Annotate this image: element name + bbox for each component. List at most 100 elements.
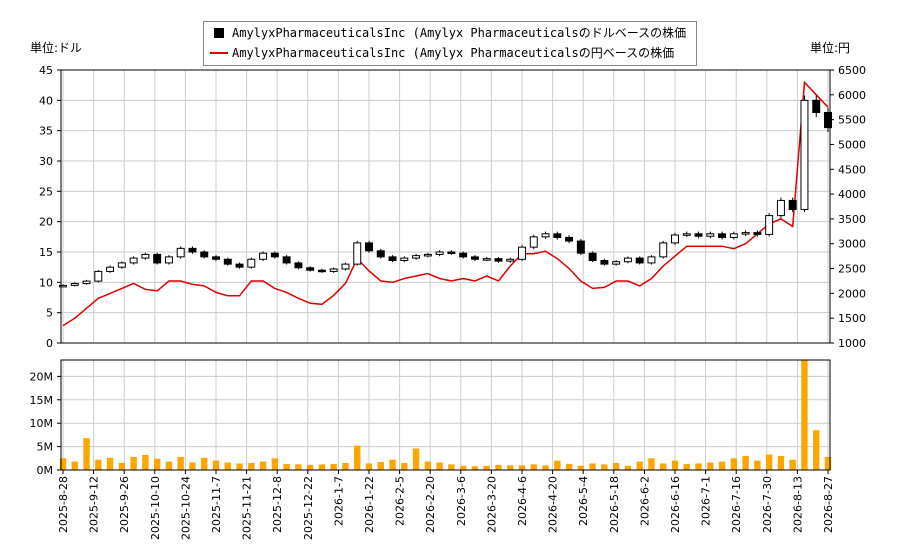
plot-frames xyxy=(57,69,834,474)
usd-candle-body xyxy=(482,258,491,261)
left-tick-label: 35 xyxy=(39,125,53,138)
usd-candle-body xyxy=(223,258,232,265)
volume-bar xyxy=(624,465,632,470)
usd-candle-body xyxy=(741,232,750,235)
right-tick-label: 5000 xyxy=(838,138,866,151)
volume-bar xyxy=(612,462,620,470)
right-tick-label: 6500 xyxy=(838,64,866,77)
usd-candle-body xyxy=(694,233,703,237)
x-tick-label: 2026-3-6 xyxy=(455,476,468,526)
legend-entry-usd: AmylyxPharmaceuticalsInc (Amylyx Pharmac… xyxy=(210,23,686,43)
volume-bar xyxy=(777,455,785,470)
right-tick-label: 2000 xyxy=(838,287,866,300)
usd-candle-body xyxy=(294,262,303,269)
legend: AmylyxPharmaceuticalsInc (Amylyx Pharmac… xyxy=(203,21,697,66)
usd-candle-body xyxy=(659,242,668,258)
usd-candle-body xyxy=(647,256,656,264)
jpy-price-line xyxy=(62,80,829,327)
usd-candle-body xyxy=(423,253,432,257)
usd-candle-body xyxy=(70,283,79,286)
volume-bar xyxy=(742,455,749,470)
volume-bar xyxy=(365,463,373,470)
left-tick-label: 30 xyxy=(39,155,53,168)
usd-candle-body xyxy=(94,270,103,282)
axis-labels: 2025-8-28 2025-9-12 2025-9-26 2025-10-10 202… xyxy=(30,64,867,540)
volume-tick-label: 20M xyxy=(30,370,54,383)
usd-candle-body xyxy=(553,233,562,238)
x-tick-label: 2026-2-5 xyxy=(394,476,407,526)
usd-candle-body xyxy=(753,232,762,235)
x-tick-label: 2026-7-1 xyxy=(700,476,713,526)
legend-entry-jpy: AmylyxPharmaceuticalsInc (Amylyx Pharmac… xyxy=(210,43,674,63)
usd-price-series xyxy=(59,95,832,288)
right-tick-label: 4000 xyxy=(838,188,866,201)
volume-bar xyxy=(765,454,773,470)
right-tick-label: 3000 xyxy=(838,238,866,251)
volume-bar xyxy=(636,461,643,470)
volume-bar xyxy=(330,463,337,470)
x-tick-label: 2026-2-20 xyxy=(424,476,437,533)
left-tick-label: 15 xyxy=(39,246,53,259)
volume-tick-label: 0M xyxy=(37,464,54,477)
volume-bar xyxy=(83,438,90,470)
usd-candle-body xyxy=(776,199,785,217)
volume-bar xyxy=(542,465,549,470)
left-tick-label: 5 xyxy=(46,307,53,320)
volume-bar xyxy=(471,466,479,470)
volume-bar xyxy=(306,464,314,470)
volume-bar xyxy=(130,456,137,470)
x-tick-label: 2026-7-30 xyxy=(761,476,774,533)
volume-bar xyxy=(389,459,396,470)
usd-candle-body xyxy=(529,236,538,248)
x-tick-label: 2025-11-7 xyxy=(210,476,223,533)
legend-swatch-jpy xyxy=(210,52,228,54)
volume-bar xyxy=(518,465,526,470)
volume-bar xyxy=(436,462,443,470)
volume-bars xyxy=(59,360,832,470)
usd-candle-body xyxy=(765,215,774,235)
x-tick-label: 2025-10-10 xyxy=(149,476,162,540)
volume-bar xyxy=(189,462,196,470)
volume-bar xyxy=(342,462,349,470)
legend-swatch-usd xyxy=(214,28,224,38)
volume-bar xyxy=(813,430,820,470)
usd-candle-body xyxy=(365,242,373,252)
volume-bar xyxy=(554,460,561,470)
usd-candle-body xyxy=(800,99,809,211)
volume-bar xyxy=(459,465,467,470)
usd-candle-body xyxy=(706,233,715,237)
usd-candle-body xyxy=(106,266,115,272)
volume-bar xyxy=(660,463,667,470)
usd-candle-body xyxy=(718,233,727,238)
x-tick-label: 2026-5-4 xyxy=(577,476,590,526)
usd-candle-body xyxy=(518,246,526,260)
volume-bar xyxy=(507,465,514,470)
volume-bar xyxy=(259,461,267,470)
right-axis-unit: 単位:円 xyxy=(810,41,851,55)
volume-bar xyxy=(707,462,714,470)
x-tick-label: 2026-8-13 xyxy=(791,476,804,533)
volume-bar xyxy=(718,461,726,470)
usd-candle-body xyxy=(412,255,421,259)
left-tick-label: 25 xyxy=(39,185,53,198)
volume-bar xyxy=(248,462,255,470)
volume-bar xyxy=(448,464,455,470)
usd-candle-body xyxy=(141,253,150,259)
usd-candle-body xyxy=(117,262,126,268)
x-tick-label: 2025-11-21 xyxy=(241,476,254,540)
x-tick-label: 2026-7-16 xyxy=(730,476,743,533)
right-tick-label: 1500 xyxy=(838,312,866,325)
volume-bar xyxy=(212,460,220,470)
usd-candle-body xyxy=(470,256,479,260)
x-tick-label: 2025-9-26 xyxy=(118,476,131,533)
usd-candle-body xyxy=(729,233,738,238)
x-tick-label: 2026-4-6 xyxy=(516,476,529,526)
volume-bar xyxy=(824,456,832,470)
usd-candle-body xyxy=(306,267,315,271)
x-tick-label: 2026-6-2 xyxy=(638,476,651,526)
usd-candle-body xyxy=(59,284,67,288)
volume-bar xyxy=(412,448,420,470)
volume-bar xyxy=(201,457,208,470)
volume-bar xyxy=(142,455,149,470)
x-tick-label: 2026-3-20 xyxy=(485,476,498,533)
